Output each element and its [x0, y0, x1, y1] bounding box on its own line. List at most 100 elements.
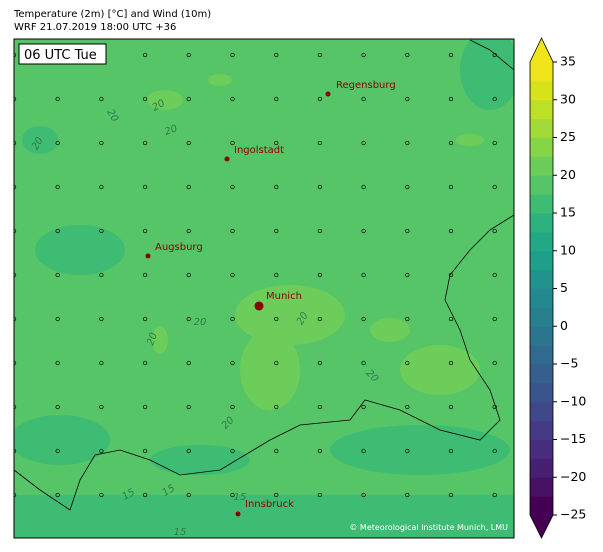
wind-dot — [492, 140, 497, 146]
wind-dot — [405, 448, 410, 454]
wind-dot — [230, 52, 235, 58]
wind-dot — [230, 184, 235, 190]
wind-dot — [99, 316, 104, 322]
wind-dot — [55, 272, 60, 278]
wind-dot — [405, 140, 410, 146]
wind-dot — [361, 272, 366, 278]
wind-dot — [361, 96, 366, 102]
city-label: Ingolstadt — [234, 145, 284, 156]
wind-dot — [492, 52, 497, 58]
wind-dot — [230, 96, 235, 102]
colorbar-segment — [530, 477, 553, 497]
wind-dot — [14, 184, 17, 190]
wind-dot — [14, 228, 17, 234]
colorbar-segment — [530, 307, 553, 327]
wind-dot — [14, 316, 17, 322]
colorbar-tick-label: 20 — [560, 167, 576, 182]
wind-dot — [142, 52, 148, 58]
header-line: Temperature (2m) [°C] and Wind (10m) — [13, 9, 211, 20]
wind-dot — [99, 360, 104, 366]
colorbar-tick-label: −10 — [560, 393, 586, 408]
wind-dot — [448, 228, 454, 234]
wind-dot — [230, 448, 235, 454]
wind-dot — [14, 52, 17, 58]
wind-dot — [14, 404, 17, 410]
wind-dot — [14, 96, 17, 102]
colorbar-tick-label: 5 — [560, 280, 568, 295]
wind-dot — [274, 228, 279, 234]
colorbar-segment — [530, 80, 553, 101]
wind-dot — [274, 404, 279, 410]
wind-dot — [186, 404, 191, 410]
wind-dot — [448, 184, 454, 190]
wind-dot — [186, 360, 191, 366]
wind-dot — [492, 272, 497, 278]
wind-dot — [274, 360, 279, 366]
wind-dot — [142, 360, 148, 366]
wind-dot — [99, 404, 104, 410]
wind-dot — [361, 52, 366, 58]
wind-dot — [99, 272, 104, 278]
colorbar-segment — [530, 420, 553, 440]
wind-dot — [55, 184, 60, 190]
wind-dot — [142, 492, 148, 498]
colorbar-segment — [530, 62, 553, 82]
wind-dot — [448, 492, 454, 498]
city-label: Regensburg — [336, 80, 396, 91]
colorbar-tick-label: −20 — [560, 469, 586, 484]
wind-dot — [274, 52, 279, 58]
colorbar-tick-label: 10 — [560, 242, 576, 257]
wind-dot — [99, 228, 104, 234]
wind-dot — [405, 404, 410, 410]
wind-dot — [317, 140, 323, 146]
wind-dot — [448, 96, 454, 102]
wind-dot — [274, 96, 279, 102]
wind-dot — [55, 448, 60, 454]
wind-dot — [405, 228, 410, 234]
wind-dot — [405, 272, 410, 278]
wind-dot — [55, 96, 60, 102]
wind-dot — [317, 52, 323, 58]
time-label: 06 UTC Tue — [24, 48, 97, 63]
colorbar-segment — [530, 156, 553, 176]
colorbar-tick-label: 30 — [560, 91, 576, 106]
wind-dot — [186, 448, 191, 454]
wind-dot — [317, 448, 323, 454]
wind-dot — [55, 140, 60, 146]
colorbar-segment — [530, 194, 553, 214]
wind-dot — [14, 272, 17, 278]
contour-label: 20 — [163, 123, 179, 138]
colorbar-segment — [530, 231, 553, 252]
wind-dot — [405, 316, 410, 322]
wind-dot — [186, 228, 191, 234]
wind-dot — [186, 52, 191, 58]
colorbar-segment — [530, 345, 553, 365]
wind-dot — [14, 140, 17, 146]
wind-dot — [230, 228, 235, 234]
wind-dot — [142, 404, 148, 410]
wind-dot — [361, 404, 366, 410]
wind-dot — [317, 492, 323, 498]
wind-dot — [142, 184, 148, 190]
contour-label: 20 — [145, 331, 160, 347]
wind-dot — [448, 272, 454, 278]
colorbar-segment — [530, 326, 553, 346]
colorbar-segment — [530, 458, 553, 478]
wind-dot — [142, 228, 148, 234]
wind-dot — [361, 228, 366, 234]
wind-dot — [186, 184, 191, 190]
wind-dot — [317, 184, 323, 190]
wind-dot — [448, 52, 454, 58]
colorbar-tick-label: 25 — [560, 129, 576, 144]
wind-dot — [14, 492, 17, 498]
wind-dot — [361, 140, 366, 146]
colorbar-segment — [530, 364, 553, 384]
wind-dot — [317, 316, 323, 322]
wind-dot — [448, 448, 454, 454]
colorbar-tick-label: 35 — [560, 54, 576, 69]
colorbar-tick-label: −25 — [560, 507, 586, 522]
wind-dot — [492, 492, 497, 498]
wind-dot — [55, 404, 60, 410]
wind-dot — [55, 492, 60, 498]
